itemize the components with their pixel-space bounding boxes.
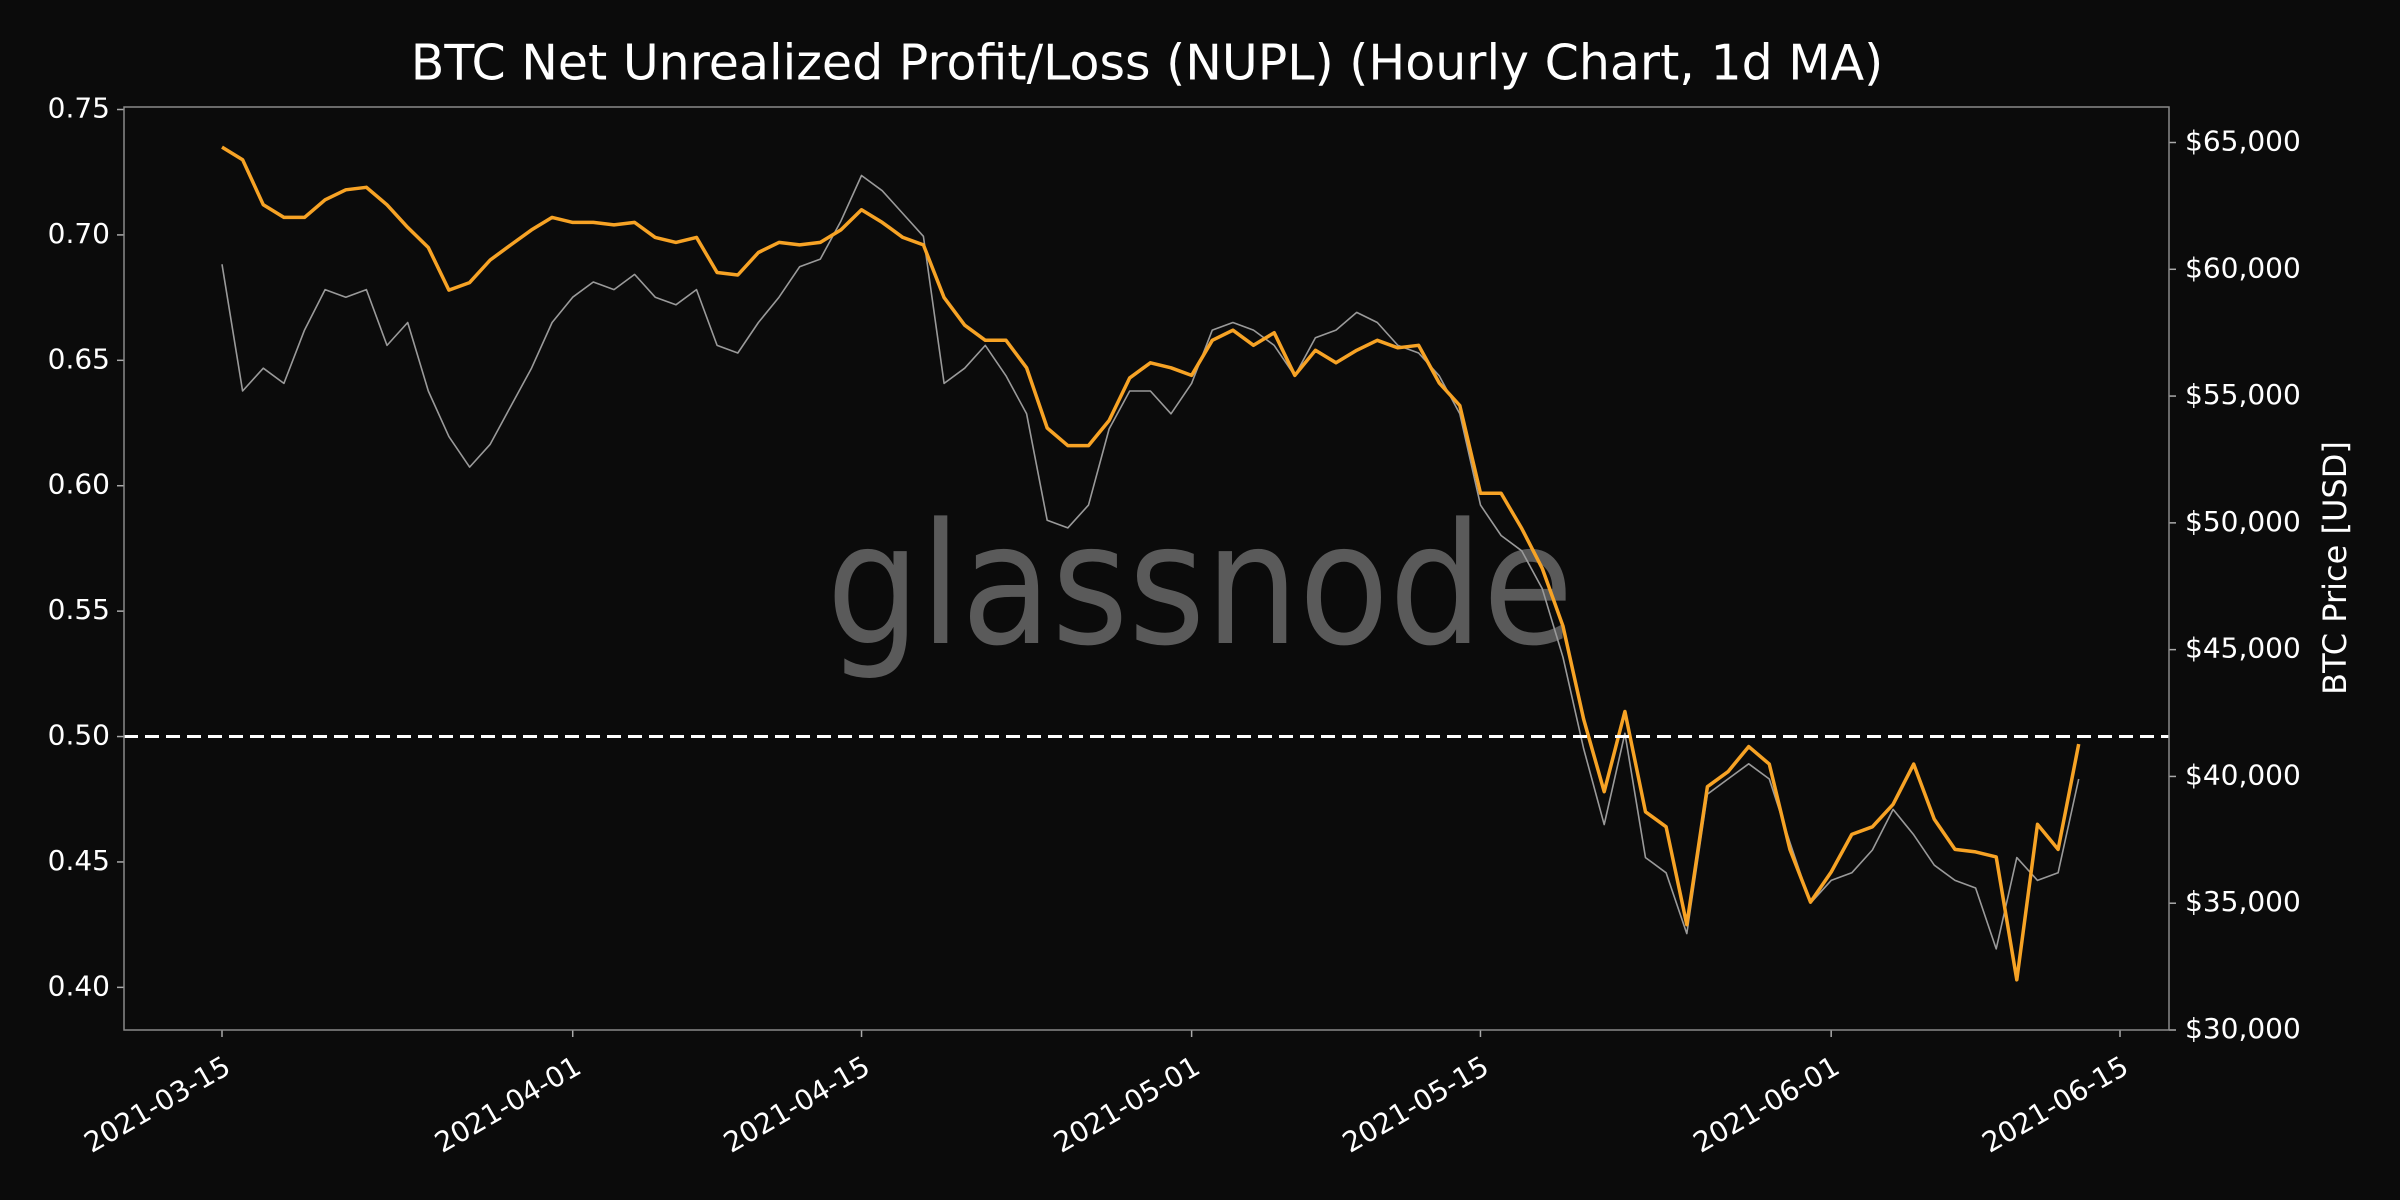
y2-tick-label: $35,000 xyxy=(2185,885,2301,918)
y-tick-label: 0.55 xyxy=(48,593,110,626)
y-tick-label: 0.60 xyxy=(48,468,110,501)
plot-frame xyxy=(123,106,2170,1031)
y2-tick-label: $30,000 xyxy=(2185,1012,2301,1045)
price-line xyxy=(221,174,2080,950)
y2-tick-label: $55,000 xyxy=(2185,378,2301,411)
y-tick-label: 0.45 xyxy=(48,844,110,877)
y2-tick-label: $50,000 xyxy=(2185,505,2301,538)
y2-tick-label: $60,000 xyxy=(2185,251,2301,284)
watermark: glassnode xyxy=(827,487,1574,683)
y-tick-label: 0.75 xyxy=(48,92,110,125)
y2-tick-label: $45,000 xyxy=(2185,632,2301,665)
chart-title: BTC Net Unrealized Profit/Loss (NUPL) (H… xyxy=(411,35,1883,92)
y-tick-label: 0.50 xyxy=(48,719,110,752)
y-tick-label: 0.65 xyxy=(48,342,110,375)
y2-tick-label: $65,000 xyxy=(2185,125,2301,158)
y2-axis-label: BTC Price [USD] xyxy=(2316,441,2354,695)
y-tick-label: 0.40 xyxy=(48,969,110,1002)
y-tick-label: 0.70 xyxy=(48,217,110,250)
nupl-line xyxy=(221,145,2081,982)
y2-tick-label: $40,000 xyxy=(2185,758,2301,791)
